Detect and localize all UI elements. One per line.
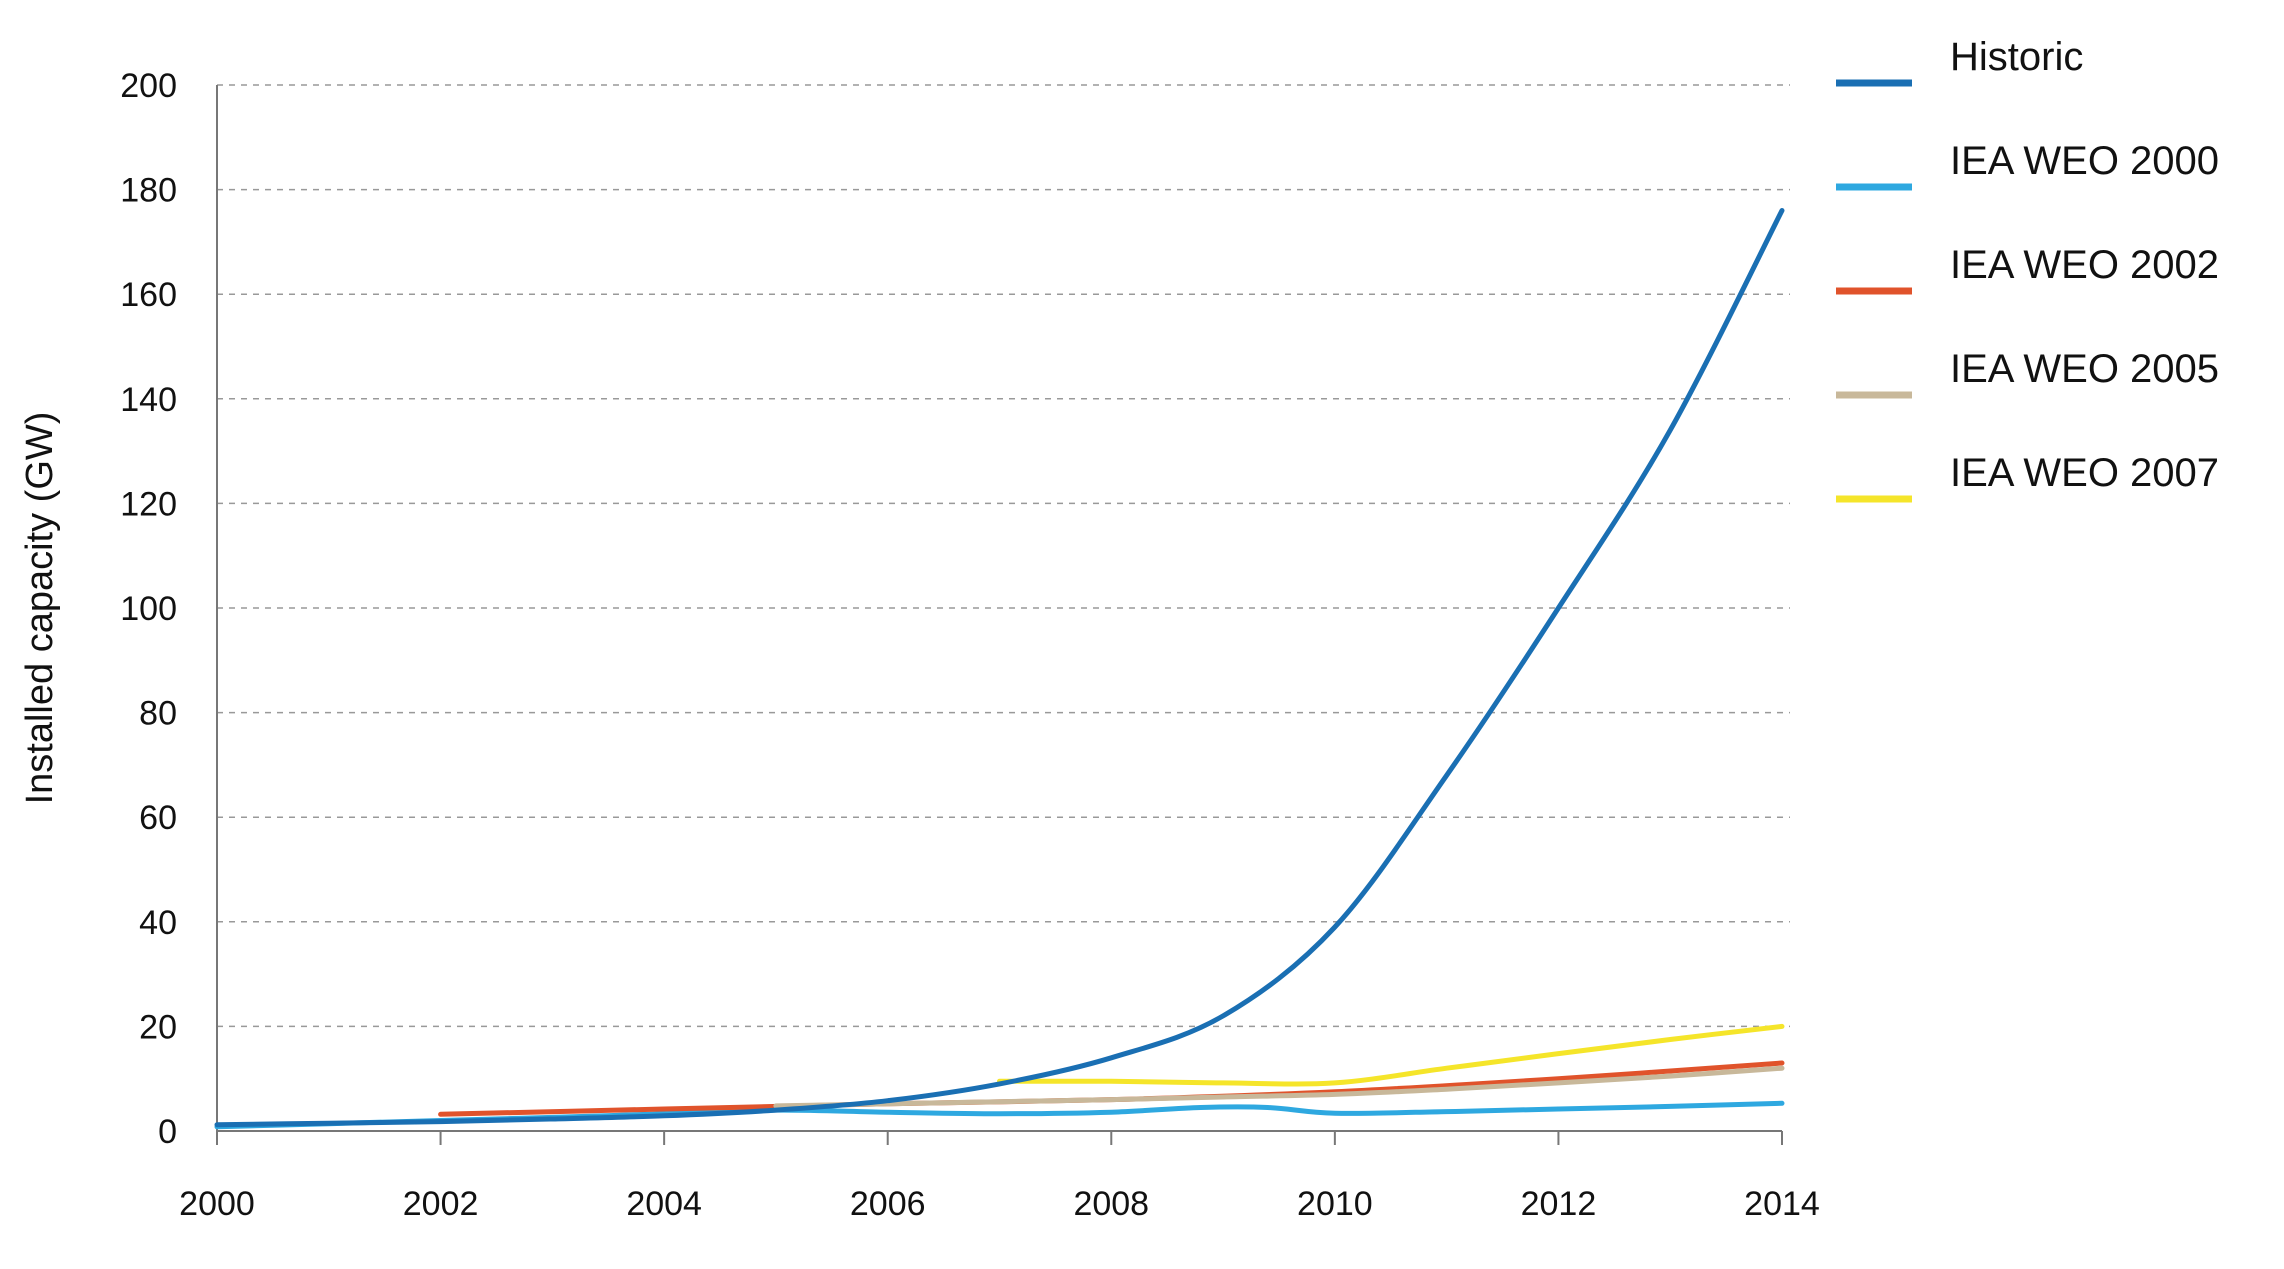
y-tick-label: 200: [120, 67, 177, 105]
series-line-iea-weo-2005: [773, 1065, 1785, 1109]
grid-lines: [217, 84, 1790, 1028]
series-line-historic: [214, 208, 1785, 1128]
series-lines: [214, 208, 1785, 1130]
y-tick-label: 180: [120, 172, 177, 210]
x-tick-label: 2014: [1744, 1185, 1820, 1223]
legend-label: IEA WEO 2000: [1950, 139, 2219, 183]
x-tick-label: 2008: [1073, 1185, 1149, 1223]
y-tick-label: 60: [139, 799, 177, 837]
x-tick-label: 2004: [626, 1185, 702, 1223]
x-tick-label: 2006: [850, 1185, 926, 1223]
y-tick-labels: 0 20 40 60 80 100 120 140 160 180 200: [120, 67, 177, 1151]
y-tick-label: 140: [120, 381, 177, 419]
legend: Historic IEA WEO 2000 IEA WEO 2002 IEA WEO …: [1836, 35, 2219, 503]
y-tick-label: 40: [139, 904, 177, 942]
x-tick-labels: 2000 2002 2004 2006 2008 2010 2012 2014: [179, 1131, 1820, 1223]
series-line-iea-weo-2007: [997, 1023, 1785, 1087]
legend-label: Historic: [1950, 35, 2083, 79]
legend-label: IEA WEO 2005: [1950, 347, 2219, 391]
y-tick-label: 100: [120, 590, 177, 628]
x-tick-label: 2010: [1297, 1185, 1373, 1223]
x-tick-label: 2000: [179, 1185, 255, 1223]
x-tick-label: 2002: [403, 1185, 479, 1223]
y-tick-label: 80: [139, 695, 177, 733]
legend-label: IEA WEO 2002: [1950, 243, 2219, 287]
legend-label: IEA WEO 2007: [1950, 451, 2219, 495]
y-tick-label: 20: [139, 1008, 177, 1046]
y-axis-title: Installed capacity (GW): [19, 412, 61, 805]
x-tick-label: 2012: [1521, 1185, 1597, 1223]
y-tick-label: 160: [120, 276, 177, 314]
y-tick-label: 120: [120, 485, 177, 523]
y-tick-label: 0: [158, 1113, 177, 1151]
